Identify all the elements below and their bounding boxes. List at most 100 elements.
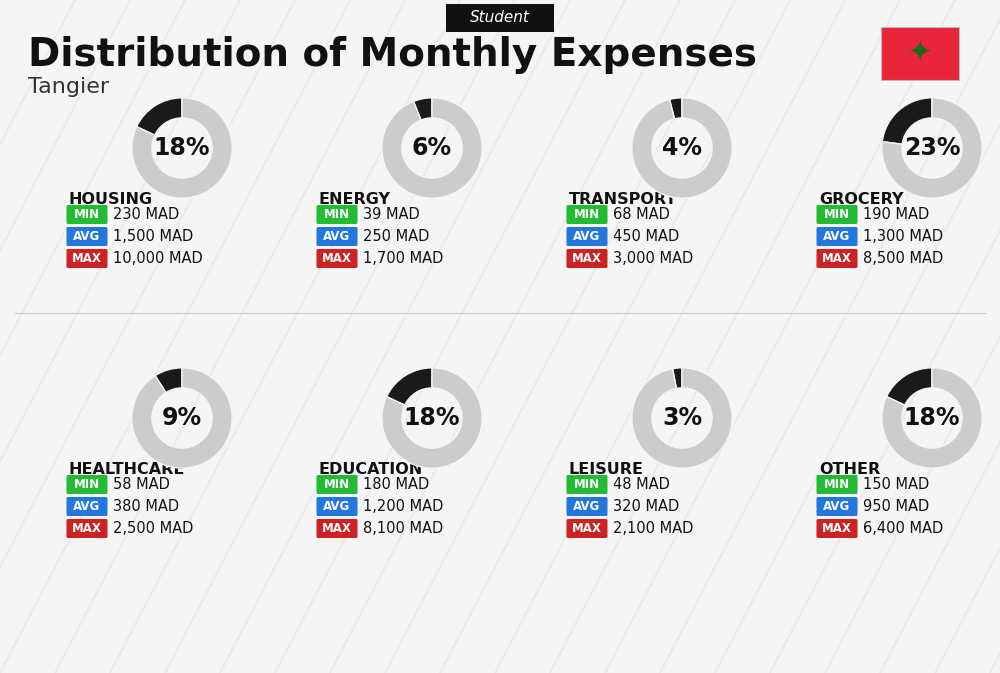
Text: 150 MAD: 150 MAD <box>863 477 929 492</box>
FancyBboxPatch shape <box>816 227 858 246</box>
Text: MAX: MAX <box>72 522 102 535</box>
Text: 250 MAD: 250 MAD <box>363 229 429 244</box>
Text: HOUSING: HOUSING <box>69 192 153 207</box>
FancyBboxPatch shape <box>566 227 608 246</box>
Text: MIN: MIN <box>324 478 350 491</box>
Text: MAX: MAX <box>822 522 852 535</box>
FancyBboxPatch shape <box>566 205 608 224</box>
Text: 10,000 MAD: 10,000 MAD <box>113 251 203 266</box>
FancyBboxPatch shape <box>816 497 858 516</box>
Wedge shape <box>382 368 482 468</box>
Text: MAX: MAX <box>322 252 352 265</box>
Text: 3%: 3% <box>662 406 702 430</box>
Text: AVG: AVG <box>323 500 351 513</box>
Text: Distribution of Monthly Expenses: Distribution of Monthly Expenses <box>28 36 757 74</box>
Text: ENERGY: ENERGY <box>319 192 391 207</box>
Text: AVG: AVG <box>823 500 851 513</box>
Text: AVG: AVG <box>73 500 101 513</box>
Wedge shape <box>882 98 982 198</box>
Text: MIN: MIN <box>74 208 100 221</box>
Text: 9%: 9% <box>162 406 202 430</box>
FancyBboxPatch shape <box>316 519 358 538</box>
FancyBboxPatch shape <box>66 227 108 246</box>
Text: 48 MAD: 48 MAD <box>613 477 670 492</box>
FancyBboxPatch shape <box>316 227 358 246</box>
FancyBboxPatch shape <box>316 205 358 224</box>
Text: MIN: MIN <box>324 208 350 221</box>
FancyBboxPatch shape <box>566 497 608 516</box>
FancyBboxPatch shape <box>316 249 358 268</box>
Text: 18%: 18% <box>404 406 460 430</box>
FancyBboxPatch shape <box>66 519 108 538</box>
FancyBboxPatch shape <box>66 475 108 494</box>
Text: 320 MAD: 320 MAD <box>613 499 679 514</box>
Text: LEISURE: LEISURE <box>569 462 644 478</box>
Text: 450 MAD: 450 MAD <box>613 229 679 244</box>
FancyBboxPatch shape <box>881 26 959 79</box>
Wedge shape <box>632 98 732 198</box>
Text: OTHER: OTHER <box>819 462 880 478</box>
Text: 1,500 MAD: 1,500 MAD <box>113 229 193 244</box>
Wedge shape <box>632 368 732 468</box>
Wedge shape <box>882 98 932 144</box>
Text: MIN: MIN <box>574 208 600 221</box>
Text: 8,500 MAD: 8,500 MAD <box>863 251 943 266</box>
FancyBboxPatch shape <box>566 249 608 268</box>
Text: MAX: MAX <box>822 252 852 265</box>
Text: HEALTHCARE: HEALTHCARE <box>69 462 185 478</box>
FancyBboxPatch shape <box>816 205 858 224</box>
Text: 380 MAD: 380 MAD <box>113 499 179 514</box>
FancyBboxPatch shape <box>816 475 858 494</box>
Text: MAX: MAX <box>322 522 352 535</box>
Text: EDUCATION: EDUCATION <box>319 462 423 478</box>
Text: 6%: 6% <box>412 136 452 160</box>
FancyBboxPatch shape <box>566 475 608 494</box>
Text: 4%: 4% <box>662 136 702 160</box>
Wedge shape <box>155 368 182 392</box>
Text: 68 MAD: 68 MAD <box>613 207 670 222</box>
Wedge shape <box>882 368 982 468</box>
Wedge shape <box>670 98 682 119</box>
FancyBboxPatch shape <box>66 249 108 268</box>
Text: 950 MAD: 950 MAD <box>863 499 929 514</box>
FancyBboxPatch shape <box>816 519 858 538</box>
Text: AVG: AVG <box>573 500 601 513</box>
FancyBboxPatch shape <box>816 249 858 268</box>
Text: 6,400 MAD: 6,400 MAD <box>863 521 943 536</box>
FancyBboxPatch shape <box>66 205 108 224</box>
Text: 1,300 MAD: 1,300 MAD <box>863 229 943 244</box>
Wedge shape <box>673 368 682 388</box>
Text: AVG: AVG <box>323 230 351 243</box>
Text: AVG: AVG <box>823 230 851 243</box>
Text: 2,500 MAD: 2,500 MAD <box>113 521 193 536</box>
Text: 1,700 MAD: 1,700 MAD <box>363 251 443 266</box>
Text: 3,000 MAD: 3,000 MAD <box>613 251 693 266</box>
Text: 18%: 18% <box>154 136 210 160</box>
Text: ✦: ✦ <box>908 39 932 67</box>
Text: 190 MAD: 190 MAD <box>863 207 929 222</box>
Wedge shape <box>414 98 432 120</box>
FancyBboxPatch shape <box>316 475 358 494</box>
Text: MAX: MAX <box>572 522 602 535</box>
Wedge shape <box>137 98 182 135</box>
Text: MIN: MIN <box>574 478 600 491</box>
Text: MIN: MIN <box>824 478 850 491</box>
Wedge shape <box>132 98 232 198</box>
Text: GROCERY: GROCERY <box>819 192 904 207</box>
Text: Student: Student <box>470 11 530 26</box>
FancyBboxPatch shape <box>316 497 358 516</box>
Wedge shape <box>387 368 432 405</box>
Wedge shape <box>132 368 232 468</box>
Text: 8,100 MAD: 8,100 MAD <box>363 521 443 536</box>
Text: 230 MAD: 230 MAD <box>113 207 179 222</box>
Text: 180 MAD: 180 MAD <box>363 477 429 492</box>
FancyBboxPatch shape <box>566 519 608 538</box>
Wedge shape <box>382 98 482 198</box>
Text: 58 MAD: 58 MAD <box>113 477 170 492</box>
FancyBboxPatch shape <box>66 497 108 516</box>
Text: MIN: MIN <box>74 478 100 491</box>
Text: 23%: 23% <box>904 136 960 160</box>
Wedge shape <box>887 368 932 405</box>
Text: AVG: AVG <box>73 230 101 243</box>
Text: TRANSPORT: TRANSPORT <box>569 192 677 207</box>
